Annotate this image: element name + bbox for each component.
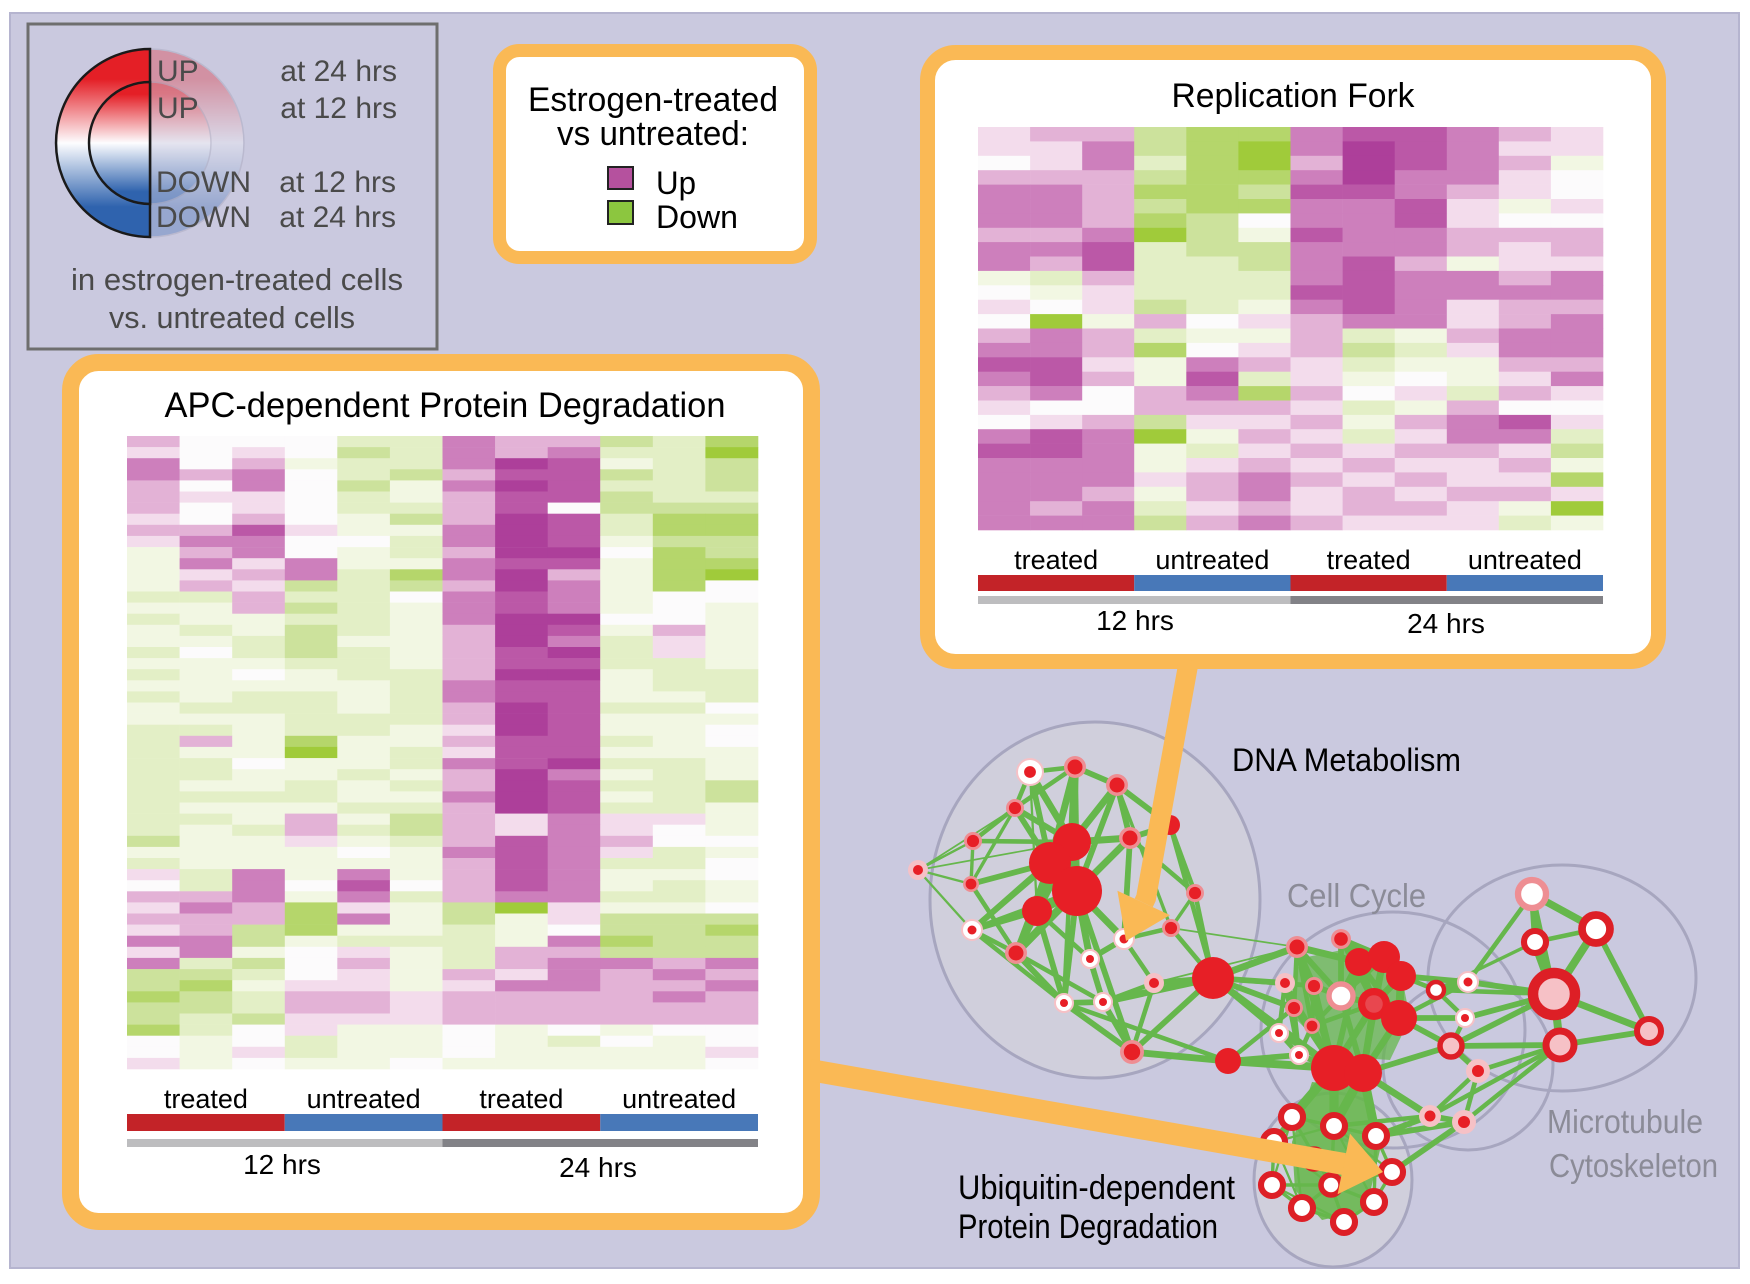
svg-text:Protein Degradation: Protein Degradation bbox=[958, 1208, 1218, 1246]
svg-text:at 12 hrs: at 12 hrs bbox=[279, 166, 396, 199]
svg-text:Ubiquitin-dependent: Ubiquitin-dependent bbox=[958, 1169, 1236, 1207]
svg-text:24 hrs: 24 hrs bbox=[559, 1152, 637, 1183]
svg-text:Estrogen-treated: Estrogen-treated bbox=[528, 81, 778, 119]
svg-text:DOWN: DOWN bbox=[156, 166, 251, 199]
svg-text:Replication Fork: Replication Fork bbox=[1172, 77, 1416, 115]
svg-text:Cytoskeleton: Cytoskeleton bbox=[1549, 1147, 1718, 1184]
svg-text:vs. untreated cells: vs. untreated cells bbox=[109, 300, 355, 335]
svg-text:12 hrs: 12 hrs bbox=[1096, 605, 1174, 636]
svg-text:treated: treated bbox=[164, 1084, 248, 1114]
svg-text:24 hrs: 24 hrs bbox=[1407, 608, 1485, 639]
svg-text:in estrogen-treated cells: in estrogen-treated cells bbox=[71, 262, 403, 297]
svg-text:12 hrs: 12 hrs bbox=[243, 1149, 321, 1180]
svg-text:UP: UP bbox=[157, 55, 199, 88]
svg-text:Down: Down bbox=[656, 199, 738, 235]
svg-text:at 24 hrs: at 24 hrs bbox=[279, 201, 396, 234]
svg-text:DOWN: DOWN bbox=[156, 201, 251, 234]
svg-text:vs untreated:: vs untreated: bbox=[557, 115, 749, 153]
svg-text:treated: treated bbox=[1014, 545, 1098, 575]
svg-text:untreated: untreated bbox=[307, 1084, 421, 1114]
svg-text:untreated: untreated bbox=[622, 1084, 736, 1114]
svg-text:Up: Up bbox=[656, 165, 696, 201]
svg-text:UP: UP bbox=[157, 92, 199, 125]
svg-text:at 24 hrs: at 24 hrs bbox=[280, 55, 397, 88]
svg-text:treated: treated bbox=[1327, 545, 1411, 575]
svg-text:at 12 hrs: at 12 hrs bbox=[280, 92, 397, 125]
svg-text:Microtubule: Microtubule bbox=[1547, 1103, 1703, 1140]
svg-text:DNA Metabolism: DNA Metabolism bbox=[1232, 742, 1461, 778]
svg-text:untreated: untreated bbox=[1155, 545, 1269, 575]
svg-text:untreated: untreated bbox=[1468, 545, 1582, 575]
svg-text:Cell Cycle: Cell Cycle bbox=[1287, 877, 1426, 914]
svg-text:APC-dependent Protein Degradat: APC-dependent Protein Degradation bbox=[165, 386, 726, 425]
svg-text:treated: treated bbox=[479, 1084, 563, 1114]
